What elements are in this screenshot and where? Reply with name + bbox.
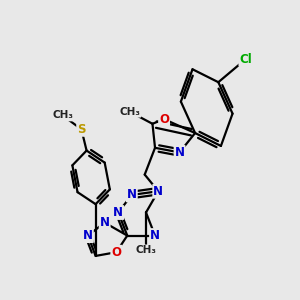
Text: N: N	[83, 229, 93, 242]
Text: CH₃: CH₃	[52, 110, 73, 121]
Text: N: N	[100, 216, 110, 229]
Text: O: O	[111, 246, 121, 259]
Text: N: N	[127, 188, 137, 201]
Text: N: N	[153, 185, 163, 198]
Text: Cl: Cl	[239, 52, 252, 66]
Text: CH₃: CH₃	[119, 107, 140, 117]
Text: N: N	[175, 146, 184, 159]
Text: N: N	[150, 229, 160, 242]
Text: N: N	[113, 206, 123, 219]
Text: CH₃: CH₃	[136, 245, 157, 255]
Text: S: S	[77, 123, 86, 136]
Text: O: O	[159, 113, 169, 126]
